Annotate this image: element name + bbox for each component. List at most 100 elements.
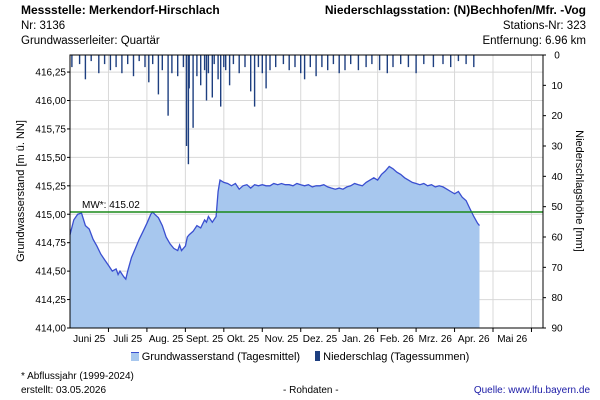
precip-bar [244,55,246,68]
precip-bar [98,55,100,74]
x-tick-label: Jan. 26 [342,334,375,345]
precip-bar [465,55,467,65]
precip-bars-layer [71,55,475,165]
x-tick-label: Dez. 25 [303,334,338,345]
x-tick-label: Juli 25 [113,334,142,345]
precip-bar [350,55,352,65]
precip-bar [371,55,373,65]
precip-bar [187,55,190,165]
precip-bar [127,55,129,65]
precip-bar [442,55,444,65]
precip-bar [282,55,285,65]
precip-bar [288,55,290,71]
x-tick-label: Sept. 25 [186,334,224,345]
precip-bar [103,55,106,65]
y-tick-left: 416,25 [35,68,66,79]
precip-bar [185,55,188,146]
precip-bar [357,55,360,71]
precip-bar [167,55,169,116]
precip-bar [228,55,231,86]
precip-bar [457,55,460,62]
precip-bar [365,55,367,68]
precip-bar [152,55,154,65]
precip-swatch-icon [315,351,321,361]
y-tick-right: 10 [551,81,563,92]
groundwater-swatch-icon [130,352,139,361]
y-tick-left: 416,00 [35,96,66,107]
y-axis-right-title: Niederschlagshöhe [mm] [573,130,585,252]
precip-bar [223,55,225,68]
y-tick-right: 0 [554,51,560,62]
precip-bar [109,55,112,71]
chart-legend: Grundwasserstand (Tagesmittel) Niedersch… [0,351,600,363]
axes-layer: 414,00 414,25 414,50 414,75 415,00 415,25 415,… [35,51,563,346]
precip-bar [207,55,210,74]
precip-bar [400,55,402,65]
raw-data-note: - Rohdaten - [283,385,339,396]
precip-bar [192,55,194,128]
x-tick-label: Feb. 26 [380,334,414,345]
x-tick-label: Nov. 25 [265,334,299,345]
precip-bar [238,55,240,74]
precip-bar [432,55,435,68]
precip-bar [200,55,202,86]
precip-bar [269,55,271,71]
station-number: Nr: 3136 [21,20,66,32]
precip-bar [196,55,198,77]
precip-bar [338,55,340,74]
precip-bar [303,55,306,80]
y-tick-left: 414,50 [35,267,66,278]
mean-line-layer: MW*: 415.02 [70,200,543,213]
x-tick-label: Juni 25 [73,334,106,345]
precip-bar [148,55,150,83]
y-tick-left: 415,25 [35,181,66,192]
created-date: erstellt: 03.05.2026 [21,385,107,396]
precip-bar [217,55,219,80]
x-tick-label: Aug. 25 [149,334,184,345]
y-tick-left: 415,50 [35,153,66,164]
precip-bar [473,55,475,68]
precip-bar [177,55,179,77]
precip-bar [138,55,140,62]
precip-bar [232,55,235,65]
precip-bar [225,55,227,71]
x-tick-label: Mai 26 [497,334,527,345]
precip-bar [275,55,277,68]
precip-bar [423,55,425,65]
precip-distance: Entfernung: 6.96 km [482,35,586,47]
footnote-mean: * Abflussjahr (1999-2024) [21,371,134,382]
precip-bar [415,55,417,74]
precip-bar [188,55,190,89]
precip-station-number: Stations-Nr: 323 [502,20,586,32]
x-tick-label: Mrz. 26 [419,334,453,345]
y-tick-right: 20 [551,111,563,122]
precip-bar [294,55,296,68]
precip-bar [132,55,135,77]
groundwater-area [70,166,480,328]
legend-groundwater: Grundwasserstand (Tagesmittel) [130,351,300,363]
precip-bar [78,55,81,65]
aquifer-label: Grundwasserleiter: Quartär [21,35,160,47]
precip-bar [261,55,263,74]
precip-bar [253,55,256,107]
y-tick-right: 30 [551,142,563,153]
y-tick-right: 70 [551,263,563,274]
precip-bar [392,55,394,68]
precip-bar [315,55,317,77]
precip-bar [205,55,208,101]
source-link[interactable]: Quelle: www.lfu.bayern.de [473,385,590,396]
precip-bar [378,55,381,71]
precip-bar [332,55,335,65]
precip-bar [144,55,146,68]
precip-bar [300,55,302,74]
precip-bar [321,55,323,68]
y-tick-left: 414,00 [35,324,66,335]
y-tick-right: 90 [551,324,563,335]
legend-precip: Niederschlag (Tagessummen) [315,351,469,363]
x-tick-label: Okt. 25 [227,334,260,345]
precip-bar [171,55,173,74]
precip-bar [327,55,329,71]
y-tick-left: 415,75 [35,124,66,135]
precip-bar [407,55,410,68]
